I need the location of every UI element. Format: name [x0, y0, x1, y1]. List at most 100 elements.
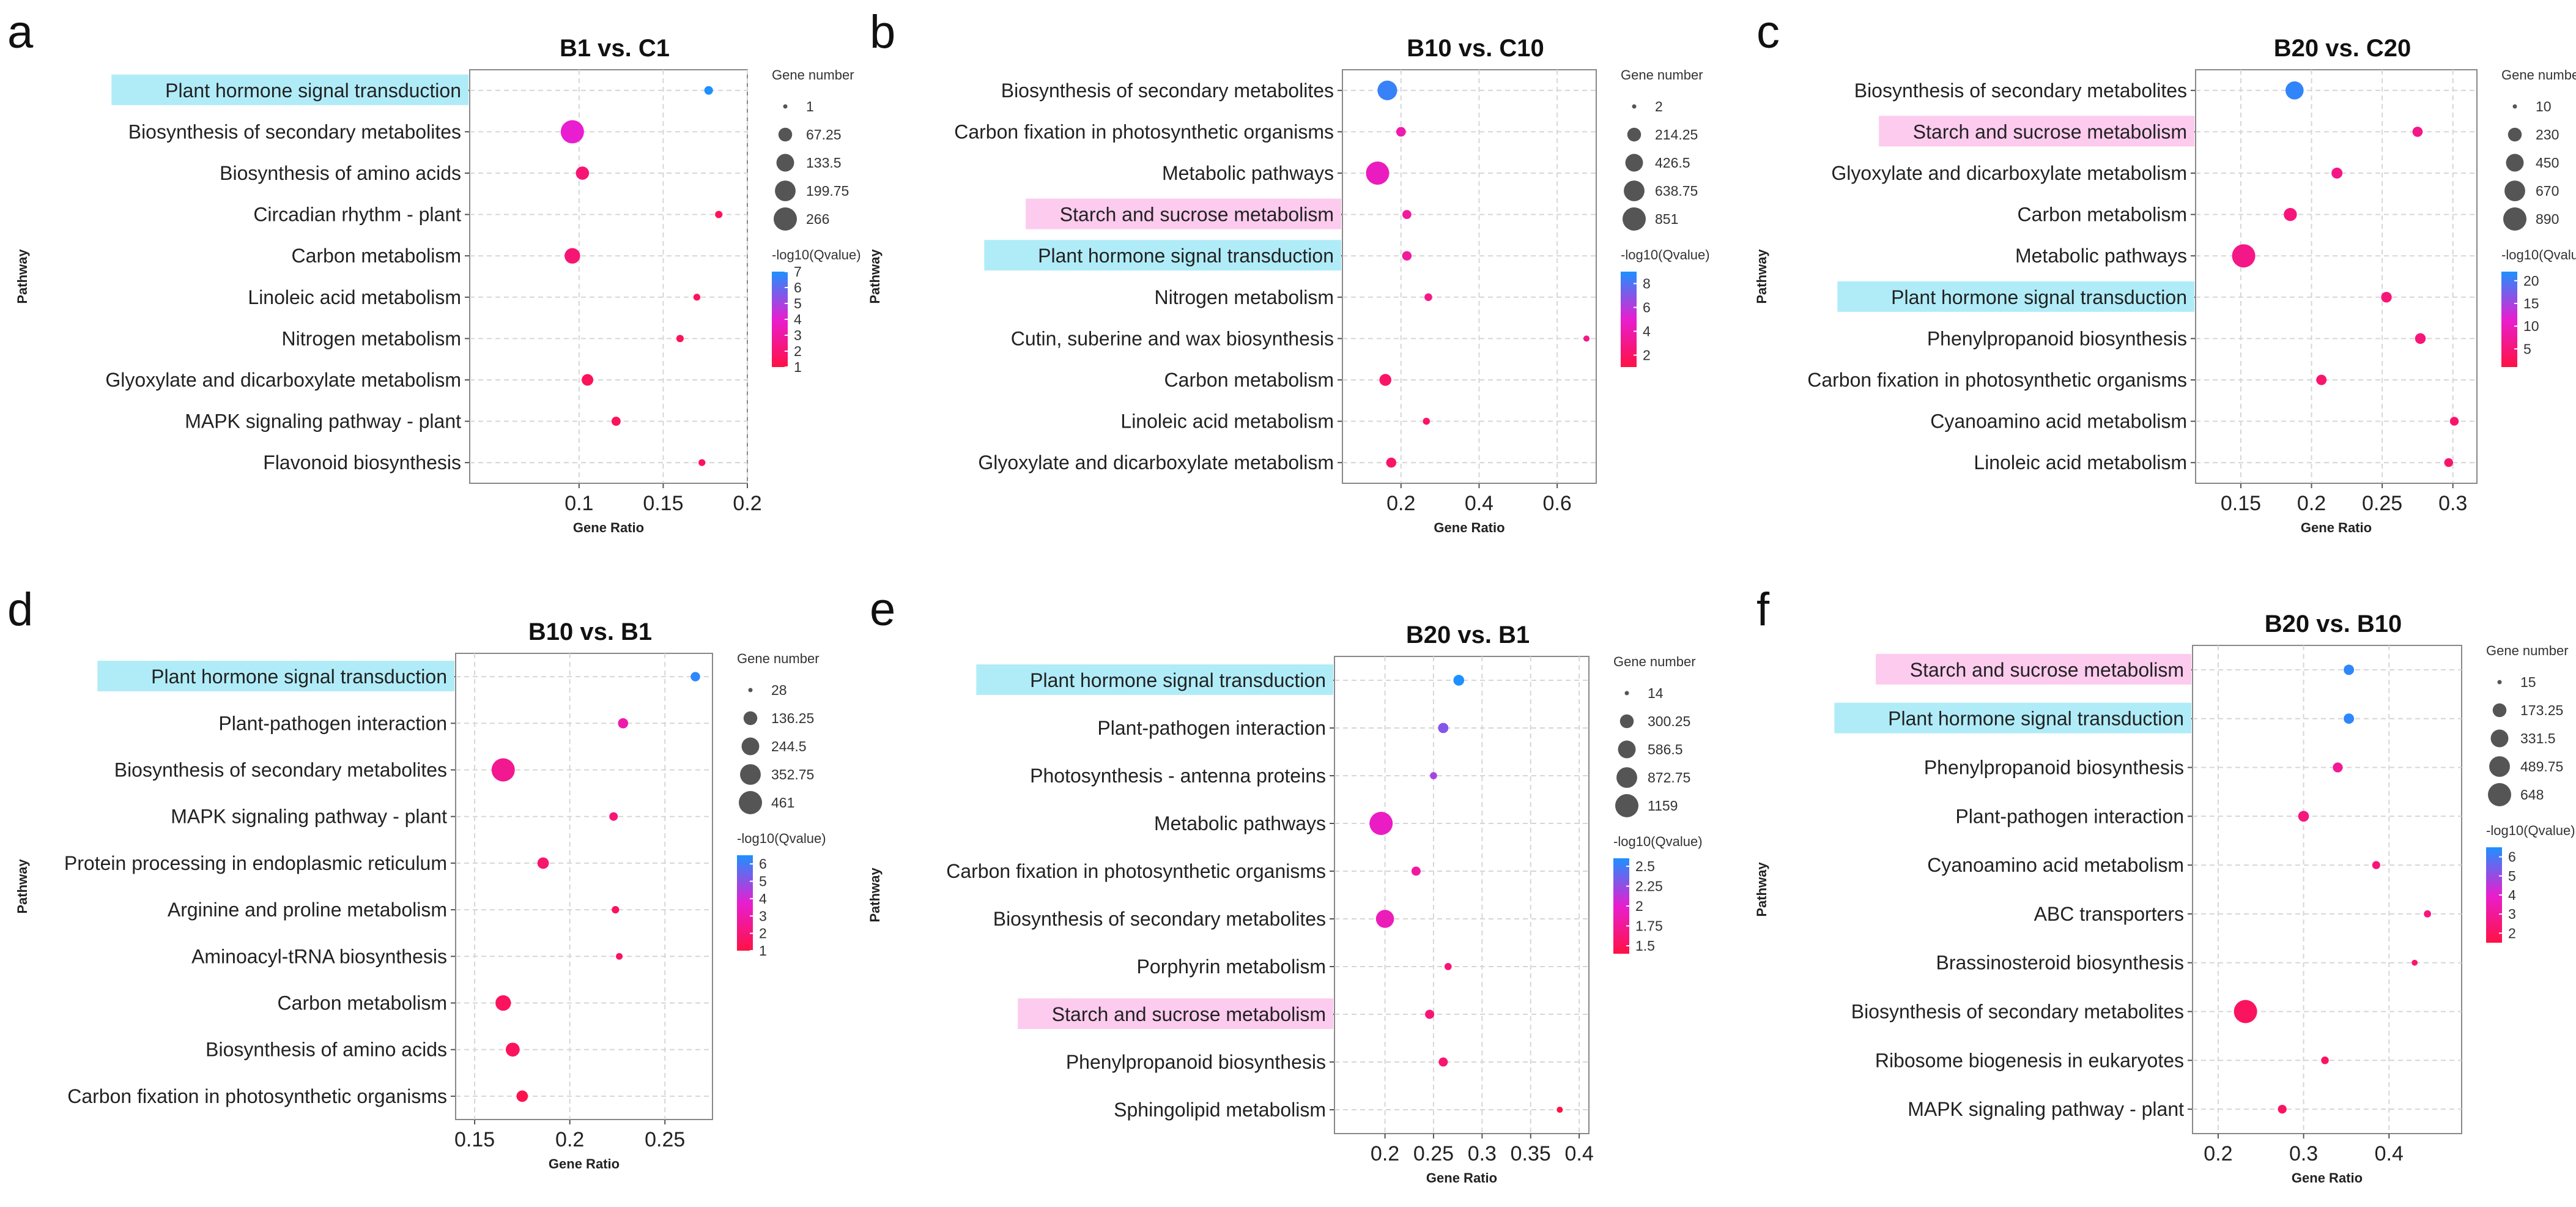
x-tick-label: 0.15	[2221, 492, 2261, 515]
data-point	[1375, 910, 1394, 928]
color-legend-bar	[2501, 272, 2517, 367]
data-point	[1402, 251, 1412, 261]
pathway-highlight	[976, 664, 1333, 695]
data-point	[1438, 1057, 1448, 1067]
data-point	[1556, 1106, 1563, 1113]
color-legend-bar	[1621, 272, 1637, 367]
data-point	[2381, 292, 2392, 303]
pathway-label: Starch and sucrose metabolism	[1910, 659, 2184, 681]
data-point	[576, 166, 590, 180]
color-legend-title: -log10(Qvalue)	[1613, 834, 1703, 849]
color-legend-label: 4	[1643, 324, 1651, 340]
color-legend-label: 8	[1643, 276, 1651, 292]
pathway-label: Plant-pathogen interaction	[1097, 717, 1326, 739]
pathway-label: Carbon fixation in photosynthetic organi…	[67, 1085, 447, 1107]
pathway-label: Carbon metabolism	[1164, 369, 1334, 391]
size-legend-dot	[2504, 180, 2525, 201]
pathway-label: Nitrogen metabolism	[1155, 286, 1334, 308]
pathway-label: Carbon fixation in photosynthetic organi…	[1807, 369, 2187, 391]
color-legend-label: 6	[2508, 849, 2516, 865]
x-tick-label: 0.4	[1465, 492, 1493, 515]
pathway-label: Biosynthesis of amino acids	[220, 162, 461, 184]
data-point	[2424, 910, 2432, 918]
size-legend-dot	[1618, 740, 1636, 759]
data-point	[618, 718, 629, 729]
pathway-label: Biosynthesis of secondary metabolites	[1851, 1001, 2184, 1023]
size-legend-label: 230	[2536, 127, 2559, 143]
data-point	[1396, 127, 1406, 137]
data-point	[1425, 1009, 1435, 1019]
x-tick-label: 0.4	[2375, 1142, 2404, 1165]
data-point	[2372, 861, 2380, 869]
data-point	[2331, 168, 2343, 179]
color-legend-label: 3	[759, 908, 767, 924]
data-point	[1424, 293, 1432, 302]
color-legend-title: -log10(Qvalue)	[1621, 247, 1710, 262]
pathway-label: Metabolic pathways	[2015, 245, 2187, 267]
data-point	[2234, 1000, 2257, 1023]
pathway-label: Aminoacyl-tRNA biosynthesis	[191, 945, 447, 967]
size-legend-label: 586.5	[1648, 741, 1683, 757]
color-legend-label: 2	[1635, 898, 1643, 914]
data-point	[1402, 210, 1412, 219]
x-tick-label: 0.1	[564, 492, 593, 515]
size-legend-label: 872.75	[1648, 770, 1690, 785]
data-point	[698, 459, 706, 466]
size-legend-dot	[2497, 680, 2502, 685]
data-point	[690, 672, 700, 681]
size-legend-label: 426.5	[1655, 155, 1690, 171]
size-legend-dot	[778, 127, 793, 142]
panel-letter: c	[1756, 6, 1780, 58]
y-axis-title: Pathway	[15, 859, 30, 914]
pathway-label: ABC transporters	[2034, 903, 2184, 925]
x-tick-label: 0.35	[1511, 1142, 1551, 1165]
pathway-label: Metabolic pathways	[1154, 812, 1326, 834]
panel-title: B10 vs. B1	[528, 618, 652, 645]
x-tick-label: 0.25	[1413, 1142, 1454, 1165]
data-point	[2415, 333, 2426, 344]
data-point	[560, 120, 584, 144]
x-axis-title: Gene Ratio	[1426, 1170, 1497, 1186]
size-legend-title: Gene number	[737, 651, 820, 666]
x-tick-label: 0.3	[2438, 492, 2467, 515]
panel-f: f B20 vs. B10 0.2 0.3 0.4 Starch and sucrose …	[1754, 584, 2575, 1186]
data-point	[611, 417, 621, 426]
data-point	[609, 812, 618, 821]
pathway-label: Biosynthesis of secondary metabolites	[1001, 80, 1334, 102]
size-legend-label: 199.75	[806, 183, 849, 199]
color-legend-label: 6	[759, 856, 767, 872]
plot-frame	[1334, 656, 1590, 1134]
pathway-label: Phenylpropanoid biosynthesis	[1066, 1051, 1326, 1073]
y-axis-title: Pathway	[1754, 249, 1769, 304]
pathway-label: Glyoxylate and dicarboxylate metabolism	[1831, 162, 2187, 184]
size-legend-label: 173.25	[2520, 702, 2563, 718]
color-legend-bar	[737, 855, 753, 951]
size-legend-dot	[1616, 767, 1637, 788]
data-point	[1453, 675, 1465, 686]
color-legend-label: 6	[1643, 300, 1651, 316]
color-legend-label: 15	[2523, 295, 2539, 311]
pathway-label: MAPK signaling pathway - plant	[171, 806, 447, 828]
x-tick-label: 0.3	[2289, 1142, 2318, 1165]
data-point	[582, 374, 594, 386]
pathway-label: Plant hormone signal transduction	[1891, 286, 2187, 308]
x-tick-label: 0.3	[1468, 1142, 1497, 1165]
color-legend-title: -log10(Qvalue)	[772, 247, 861, 262]
data-point	[2298, 811, 2309, 822]
panel-a: a B1 vs. C1 0.1 0.15 0.2 Plant hormone signal…	[7, 6, 861, 535]
data-point	[2232, 244, 2256, 268]
pathway-label: Glyoxylate and dicarboxylate metabolism	[105, 369, 461, 391]
size-legend-label: 133.5	[806, 155, 842, 171]
color-legend-label: 2	[1643, 347, 1651, 363]
pathway-label: Carbon fixation in photosynthetic organi…	[954, 121, 1334, 143]
data-point	[491, 758, 515, 782]
color-legend-label: 2.25	[1635, 878, 1663, 894]
plot-frame	[2195, 69, 2478, 484]
size-legend-dot	[1632, 104, 1637, 109]
pathway-label: Circadian rhythm - plant	[253, 204, 461, 226]
color-legend-label: 1	[794, 359, 802, 375]
panel-title: B20 vs. C20	[2274, 35, 2411, 62]
data-point	[1438, 722, 1449, 733]
data-point	[495, 995, 511, 1011]
